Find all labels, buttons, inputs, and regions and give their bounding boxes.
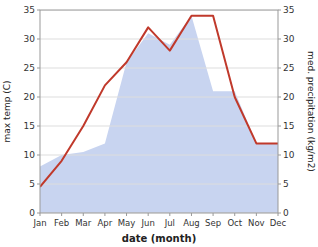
tick — [234, 213, 235, 216]
tick-label: 15 — [283, 121, 294, 131]
chart: 0 5 10 15 20 25 30 35 0 5 10 15 20 25 30 35 Jan Feb Mar Apr… — [0, 0, 318, 247]
tick — [37, 39, 40, 40]
tick — [148, 213, 149, 216]
tick-label: 20 — [24, 92, 36, 102]
tick-label: Apr — [98, 218, 113, 228]
tick — [37, 10, 40, 11]
grid-line — [40, 155, 278, 156]
tick — [278, 97, 281, 98]
tick-label: 25 — [24, 63, 35, 73]
tick-label: Nov — [248, 218, 265, 228]
x-axis-label: date (month) — [122, 233, 196, 244]
grid-line — [40, 126, 278, 127]
tick — [83, 213, 84, 216]
tick — [126, 213, 127, 216]
tick-label: Mar — [75, 218, 92, 228]
tick-label: 35 — [24, 5, 35, 15]
tick — [191, 213, 192, 216]
tick-label: 10 — [283, 150, 295, 160]
tick-label: 25 — [283, 63, 294, 73]
temp-line — [40, 16, 278, 187]
tick-label: 5 — [29, 179, 35, 189]
tick-label: Sep — [205, 218, 221, 228]
tick — [169, 213, 170, 216]
tick-label: 30 — [283, 34, 295, 44]
tick-label: 35 — [283, 5, 294, 15]
y-axis-label: max temp (C) — [2, 80, 12, 142]
tick — [278, 39, 281, 40]
tick — [37, 97, 40, 98]
tick-label: 10 — [24, 150, 36, 160]
grid-line — [40, 184, 278, 185]
tick — [37, 68, 40, 69]
tick — [37, 184, 40, 185]
plot-area — [40, 10, 278, 213]
tick — [278, 155, 281, 156]
tick — [256, 213, 257, 216]
tick-label: Oct — [227, 218, 242, 228]
tick — [278, 68, 281, 69]
tick — [278, 184, 281, 185]
tick-label: 15 — [24, 121, 35, 131]
tick — [213, 213, 214, 216]
tick-label: Feb — [54, 218, 69, 228]
tick — [61, 213, 62, 216]
tick — [40, 213, 41, 216]
tick-label: Jul — [164, 218, 175, 228]
tick — [104, 213, 105, 216]
plot-frame — [40, 10, 278, 213]
tick-label: Jan — [32, 218, 46, 228]
precip-area — [40, 16, 278, 213]
grid-line — [40, 68, 278, 69]
tick — [278, 10, 281, 11]
tick-label: 0 — [283, 208, 289, 218]
tick-label: Aug — [183, 218, 200, 228]
tick — [37, 126, 40, 127]
tick-label: Jun — [141, 218, 155, 228]
tick — [37, 155, 40, 156]
tick — [278, 213, 279, 216]
tick-label: 20 — [283, 92, 295, 102]
grid-line — [40, 97, 278, 98]
y2-axis-label: med. precipitation (kg/m2) — [306, 51, 316, 172]
tick-label: 30 — [24, 34, 36, 44]
tick-label: 5 — [283, 179, 289, 189]
tick-label: 0 — [29, 208, 35, 218]
tick-label: May — [118, 218, 136, 228]
tick-label: Dec — [270, 218, 287, 228]
tick — [278, 126, 281, 127]
